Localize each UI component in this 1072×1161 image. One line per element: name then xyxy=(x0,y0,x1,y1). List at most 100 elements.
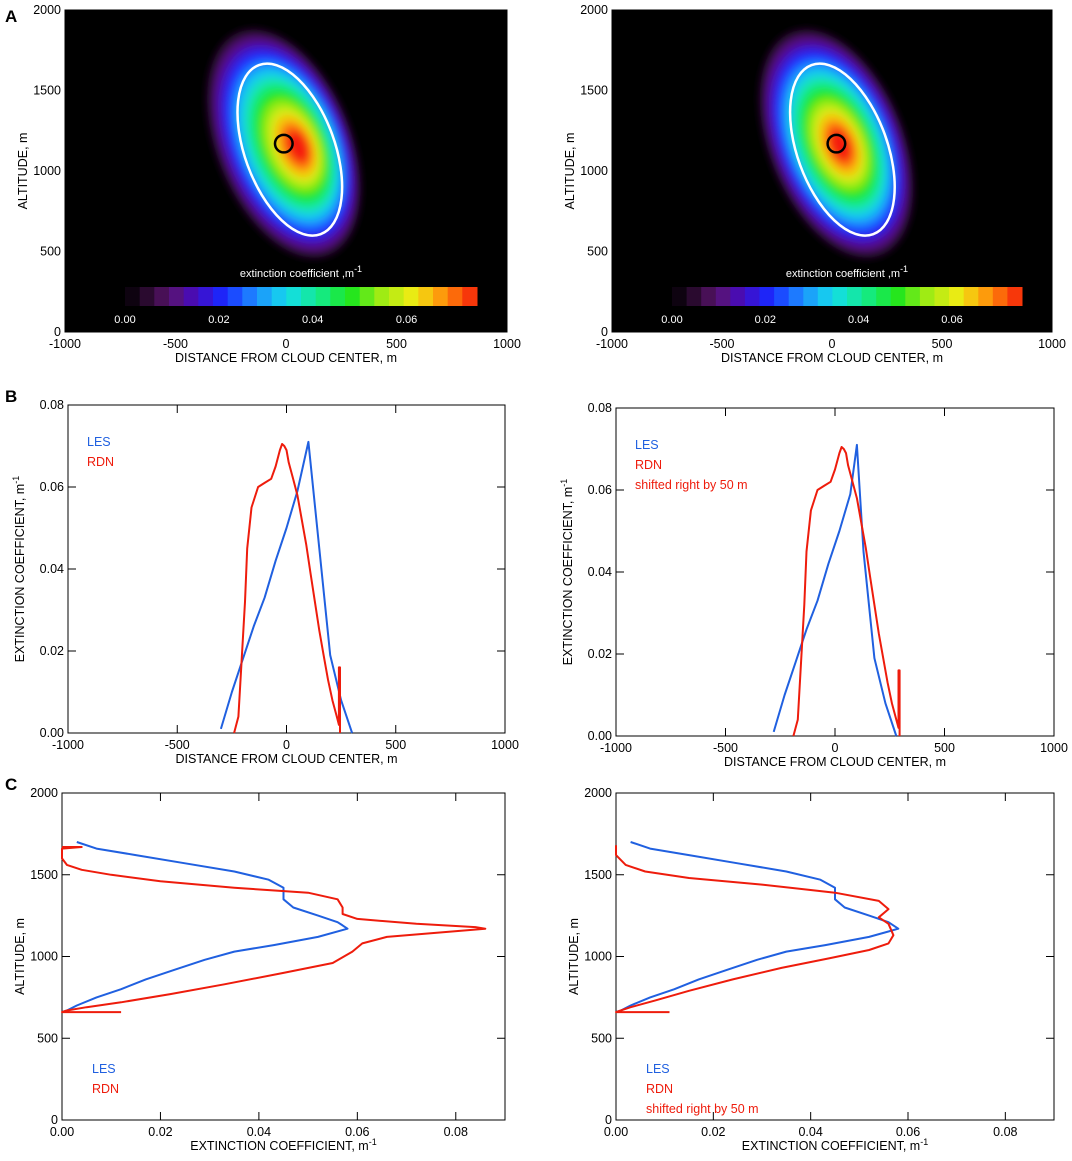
x-axis-label: EXTINCTION COEFFICIENT, m-1 xyxy=(190,1137,377,1153)
colorbar-segment xyxy=(418,287,434,306)
y-axis-label: ALTITUDE, m xyxy=(567,918,581,995)
x-tick-label: 0.04 xyxy=(798,1125,822,1139)
x-tick-label: 0.08 xyxy=(993,1125,1017,1139)
y-tick-label: 1000 xyxy=(580,164,608,178)
colorbar-segment xyxy=(125,287,141,306)
y-axis-label: EXTINCTION COEFFICIENT, m-1 xyxy=(11,476,27,663)
colorbar-segment xyxy=(876,287,892,306)
y-tick-label: 0.02 xyxy=(40,644,64,658)
y-tick-label: 0.00 xyxy=(588,729,612,743)
x-axis-label: DISTANCE FROM CLOUD CENTER, m xyxy=(175,351,397,365)
colorbar-segment xyxy=(934,287,950,306)
colorbar-segment xyxy=(890,287,906,306)
x-tick-label: 500 xyxy=(385,738,406,752)
colorbar-segment xyxy=(359,287,375,306)
colorbar-segment xyxy=(286,287,302,306)
y-tick-label: 500 xyxy=(591,1031,612,1045)
colorbar-segment xyxy=(227,287,243,306)
x-tick-label: 0.06 xyxy=(345,1125,369,1139)
white-contour xyxy=(236,62,344,237)
chart-c2: 0.00 0.02 0.04 0.06 0.08 0 500 1000 1500 2000 EXTI… xyxy=(567,786,1055,1153)
colorbar-segment xyxy=(139,287,155,306)
cloud-field xyxy=(207,29,361,258)
y-tick-label: 1500 xyxy=(584,868,612,882)
colorbar-segment xyxy=(730,287,746,306)
chart-b1: -1000 -500 0 500 1000 0.00 0.02 0.04 0.06 0.08 DIS… xyxy=(11,398,519,766)
series-rdn-line xyxy=(233,443,341,734)
colorbar-segment xyxy=(803,287,819,306)
colorbar-segment xyxy=(919,287,935,306)
plot-frame xyxy=(615,407,1055,737)
series-rdn-line xyxy=(615,845,895,1014)
plot-frame xyxy=(61,792,506,1121)
colorbar-segment xyxy=(686,287,702,306)
panel-letter-a: A xyxy=(5,7,17,26)
x-tick-label: 1000 xyxy=(1038,337,1066,351)
y-axis-label: ALTITUDE, m xyxy=(563,133,577,210)
colorbar-segment xyxy=(701,287,717,306)
legend-entry: RDN xyxy=(635,458,662,472)
colorbar-segment xyxy=(330,287,346,306)
x-tick-label: 1000 xyxy=(1040,741,1068,755)
x-tick-label: 0 xyxy=(283,738,290,752)
series-les-line xyxy=(61,841,349,1014)
y-tick-label: 0.04 xyxy=(588,565,612,579)
colorbar-segment xyxy=(462,287,478,306)
y-tick-label: 1000 xyxy=(584,950,612,964)
colorbar-segment xyxy=(992,287,1008,306)
center-circle xyxy=(273,133,294,154)
y-tick-label: 1500 xyxy=(580,84,608,98)
y-axis-label: ALTITUDE, m xyxy=(16,133,30,210)
colorbar-segment xyxy=(301,287,317,306)
panel-letter-c: C xyxy=(5,775,17,794)
y-tick-label: 500 xyxy=(37,1031,58,1045)
chart-c1: 0.00 0.02 0.04 0.06 0.08 0 500 1000 1500 2000 EXTI… xyxy=(13,786,506,1153)
colorbar-segment xyxy=(315,287,331,306)
x-axis-label: DISTANCE FROM CLOUD CENTER, m xyxy=(176,752,398,766)
x-tick-label: -1000 xyxy=(596,337,628,351)
colorbar-tick: 0.06 xyxy=(941,314,962,326)
colorbar-segment xyxy=(744,287,760,306)
white-contour xyxy=(788,62,896,237)
colorbar-segment xyxy=(905,287,921,306)
y-tick-label: 2000 xyxy=(30,786,58,800)
y-tick-label: 0.06 xyxy=(588,483,612,497)
x-tick-label: -1000 xyxy=(52,738,84,752)
colorbar-segment xyxy=(832,287,848,306)
x-tick-label: 500 xyxy=(932,337,953,351)
legend-entry: shifted right by 50 m xyxy=(635,478,748,492)
x-tick-label: -500 xyxy=(709,337,734,351)
colorbar-segment xyxy=(389,287,405,306)
y-tick-label: 1000 xyxy=(33,164,61,178)
legend-entry: shifted right by 50 m xyxy=(646,1102,759,1116)
y-tick-label: 1500 xyxy=(30,868,58,882)
colorbar-tick: 0.02 xyxy=(755,314,776,326)
colorbar-segment xyxy=(847,287,863,306)
x-tick-label: -500 xyxy=(165,738,190,752)
legend-entry: LES xyxy=(635,438,659,452)
colorbar-segment xyxy=(817,287,833,306)
colorbar-tick: 0.04 xyxy=(302,314,323,326)
colorbar-tick: 0.06 xyxy=(396,314,417,326)
colorbar-segment xyxy=(271,287,287,306)
y-tick-label: 0.04 xyxy=(40,562,64,576)
colorbar-label: extinction coefficient ,m-1 xyxy=(240,264,362,280)
colorbar-tick: 0.00 xyxy=(661,314,682,326)
legend-entry: LES xyxy=(92,1062,116,1076)
y-tick-label: 2000 xyxy=(33,3,61,17)
y-tick-label: 500 xyxy=(587,245,608,259)
x-tick-label: 0 xyxy=(829,337,836,351)
y-tick-label: 2000 xyxy=(580,3,608,17)
x-axis-label: DISTANCE FROM CLOUD CENTER, m xyxy=(724,755,946,769)
colorbar-segment xyxy=(433,287,449,306)
y-tick-label: 1500 xyxy=(33,84,61,98)
series-rdn-line xyxy=(61,846,487,1014)
y-tick-label: 0.08 xyxy=(40,398,64,412)
legend-entry: RDN xyxy=(646,1082,673,1096)
y-tick-label: 0.06 xyxy=(40,480,64,494)
colorbar-segment xyxy=(154,287,170,306)
y-axis-label: EXTINCTION COEFFICIENT, m-1 xyxy=(559,479,575,666)
legend-entry: LES xyxy=(87,435,111,449)
x-tick-label: 1000 xyxy=(493,337,521,351)
x-tick-label: 0.04 xyxy=(247,1125,271,1139)
